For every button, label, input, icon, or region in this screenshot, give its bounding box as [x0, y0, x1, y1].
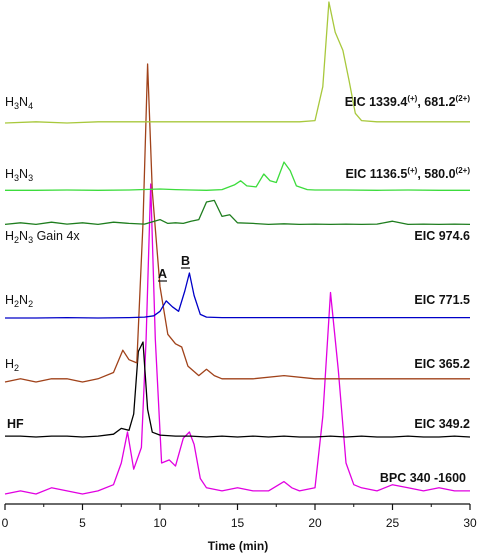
trace-h2n2 — [5, 272, 470, 319]
x-tick-label: 0 — [2, 516, 9, 530]
label-h3n3: H3N3 — [5, 167, 33, 183]
eic-bpc: BPC 340 -1600 — [380, 471, 466, 485]
eic-h2: EIC 365.2 — [414, 357, 470, 371]
traces-group — [4, 1, 471, 495]
x-axis-title: Time (min) — [208, 539, 268, 553]
label-hf: HF — [7, 417, 24, 431]
x-axis-ticks: 0 5 10 15 20 25 30 — [2, 504, 477, 530]
label-h3n4: H3N4 — [5, 95, 33, 111]
annotation-b: B — [181, 254, 190, 268]
x-tick-label: 25 — [386, 516, 400, 530]
eic-h2n2: EIC 771.5 — [414, 293, 470, 307]
x-tick-label: 10 — [153, 516, 167, 530]
trace-h2n3-gain-4x — [4, 199, 471, 226]
x-tick-label: 20 — [308, 516, 322, 530]
label-h2n3: H2N3 Gain 4x — [5, 229, 80, 245]
x-tick-label: 15 — [231, 516, 245, 530]
label-h2n2: H2N2 — [5, 293, 33, 309]
x-tick-label: 30 — [463, 516, 477, 530]
trace-h3n4 — [4, 1, 470, 124]
x-tick-label: 5 — [79, 516, 86, 530]
trace-bpc-340-1600 — [4, 183, 470, 495]
trace-h3n3 — [5, 161, 470, 191]
eic-hf: EIC 349.2 — [414, 417, 470, 431]
eic-h3n4: EIC 1339.4(+), 681.2(2+) — [345, 94, 471, 109]
label-h2: H2 — [5, 357, 19, 373]
annotation-a: A — [158, 267, 167, 281]
trace-hf — [5, 341, 471, 438]
trace-h2 — [4, 63, 470, 383]
eic-h3n3: EIC 1136.5(+), 580.0(2+) — [345, 166, 470, 181]
eic-h2n3: EIC 974.6 — [414, 229, 470, 243]
